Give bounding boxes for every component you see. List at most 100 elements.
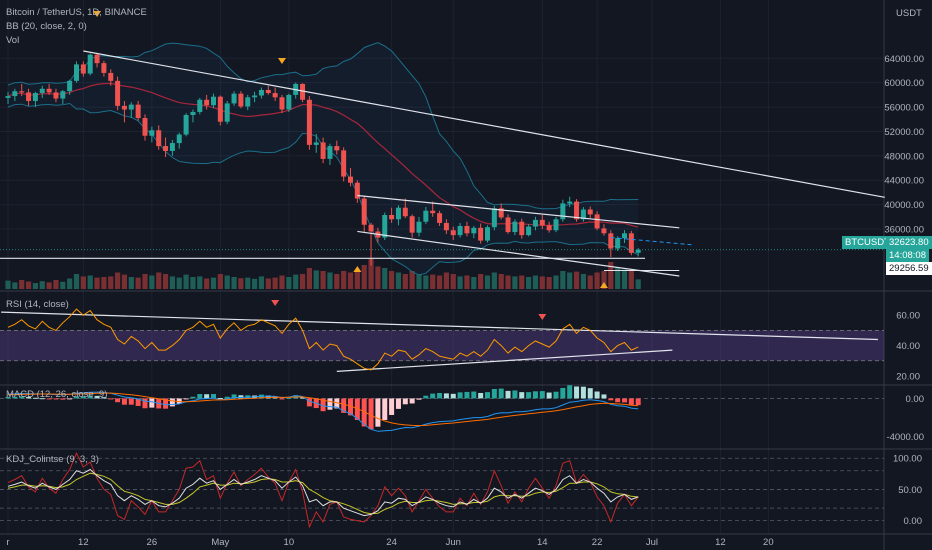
macd-histogram-bar: [128, 398, 134, 405]
volume-bar: [341, 271, 347, 289]
x-tick-label: May: [211, 537, 229, 548]
volume-bar: [491, 272, 497, 289]
volume-bar: [478, 274, 484, 289]
volume-bar: [108, 276, 114, 289]
macd-histogram-bar: [142, 398, 148, 409]
volume-bar: [149, 275, 155, 289]
macd-histogram-bar: [498, 388, 504, 399]
candle-body: [485, 227, 490, 241]
candle-body: [471, 227, 477, 234]
volume-bar: [532, 275, 539, 289]
volume-bar: [67, 278, 73, 289]
candle-body: [53, 92, 59, 99]
macd-histogram-bar: [135, 398, 141, 406]
volume-indicator-label[interactable]: Vol: [6, 35, 20, 46]
candle-body: [204, 99, 210, 106]
rsi-tick-label: 20.00: [896, 371, 920, 382]
volume-bar: [19, 280, 25, 289]
price-tick-label: 60000.00: [884, 78, 924, 89]
volume-bar: [204, 278, 210, 289]
countdown-tag: 14:08:08: [886, 249, 929, 262]
volume-bar: [210, 277, 217, 289]
price-tick-label: 52000.00: [884, 127, 924, 138]
candle-body: [368, 224, 374, 232]
volume-bar: [217, 274, 223, 289]
macd-histogram-bar: [361, 398, 367, 427]
candle-body: [361, 198, 367, 225]
volume-bar: [142, 274, 148, 289]
level-tag: 29256.59: [886, 262, 932, 275]
volume-bar: [53, 280, 59, 289]
macd-histogram-bar: [108, 398, 114, 400]
volume-bar: [115, 272, 121, 289]
macd-histogram-bar: [279, 398, 285, 400]
price-tick-label: 36000.00: [884, 225, 924, 236]
candle-body: [87, 54, 93, 74]
macd-histogram-bar: [615, 398, 621, 403]
x-tick-label: 12: [715, 537, 726, 548]
volume-bar: [560, 271, 566, 289]
volume-bar: [293, 274, 299, 289]
x-tick-label: 22: [592, 537, 603, 548]
volume-bar: [334, 274, 340, 289]
candle-body: [519, 221, 525, 236]
macd-pane-label[interactable]: MACD (12, 26, close, 9): [6, 389, 108, 400]
rsi-line: [7, 308, 639, 371]
volume-bar: [135, 277, 141, 289]
volume-bar: [245, 277, 251, 289]
macd-histogram-bar: [115, 398, 121, 403]
volume-bar: [306, 268, 312, 289]
volume-bar: [519, 275, 525, 289]
volume-bar: [354, 269, 360, 289]
candle-body: [272, 93, 278, 98]
macd-histogram-bar: [553, 391, 559, 399]
candle-body: [258, 90, 264, 96]
macd-histogram-bar: [217, 398, 223, 400]
candle-body: [587, 209, 593, 215]
macd-histogram-bar: [53, 398, 59, 400]
rsi-pane-label[interactable]: RSI (14, close): [6, 299, 69, 310]
candle-body: [320, 142, 326, 159]
macd-pane: [0, 385, 884, 432]
volume-bar: [265, 278, 271, 289]
macd-histogram-bar: [190, 396, 196, 399]
candle-body: [580, 209, 586, 220]
volume-bar: [389, 271, 395, 289]
macd-histogram-bar: [169, 398, 175, 407]
buy-marker-icon: [599, 282, 608, 288]
macd-histogram-bar: [231, 394, 237, 399]
macd-histogram-bar: [512, 390, 518, 399]
candle-body: [437, 213, 443, 223]
macd-histogram-bar: [12, 396, 18, 399]
macd-signal-line: [7, 392, 639, 427]
kdj-d-line: [7, 472, 639, 515]
candle-body: [80, 64, 86, 74]
rsi-marker-icon: [271, 300, 280, 306]
candle-body: [128, 104, 134, 110]
rsi-pane: [7, 308, 639, 371]
trendlines[interactable]: [0, 50, 885, 372]
chart-title: Bitcoin / TetherUS, 1D, BINANCE: [6, 7, 147, 18]
kdj-pane-label[interactable]: KDJ_Colintse (9, 3, 3): [6, 454, 99, 465]
candle-body: [457, 225, 463, 236]
macd-histogram-bar: [478, 392, 484, 399]
candle-body: [622, 233, 627, 239]
volume-bar: [39, 281, 45, 289]
kdj-pane: [0, 451, 884, 529]
kdj-k-line: [7, 468, 639, 517]
macd-histogram-bar: [409, 398, 415, 404]
candle-body: [115, 80, 121, 106]
volume-bar: [25, 281, 32, 289]
macd-histogram-bar: [176, 398, 182, 404]
candle-body: [279, 97, 285, 110]
macd-histogram-bar: [26, 396, 32, 399]
candle-body: [163, 146, 169, 151]
bb-indicator-label[interactable]: BB (20, close, 2, 0): [6, 21, 87, 32]
candle-body: [101, 63, 107, 73]
volume-bar: [402, 274, 408, 289]
macd-histogram-bar: [635, 398, 641, 406]
volume-bar: [46, 282, 52, 289]
volume-bar: [505, 275, 511, 289]
bb-fill: [8, 42, 639, 275]
